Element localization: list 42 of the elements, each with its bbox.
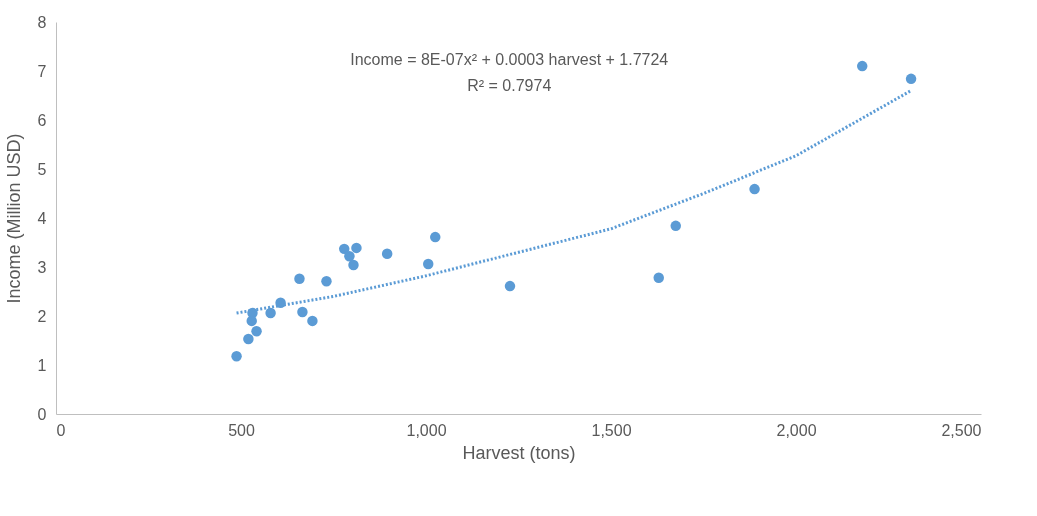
- point: [856, 60, 868, 72]
- x-tick-label: 1,000: [406, 421, 447, 439]
- x-tick-label: 500: [228, 421, 255, 439]
- point: [294, 273, 305, 284]
- point: [670, 220, 681, 232]
- point: [905, 73, 917, 85]
- y-axis-title: Income (Million USD): [3, 133, 24, 304]
- point: [422, 258, 434, 270]
- annotation: Income = 8E-07x² + 0.0003 harvest + 1.7724: [350, 51, 669, 68]
- point: [653, 272, 664, 284]
- y-tick-label: 5: [37, 160, 47, 178]
- y-tick-label: 0: [37, 405, 47, 423]
- x-axis-title: Harvest (tons): [462, 442, 576, 463]
- point: [338, 243, 350, 255]
- y-tick-label: 6: [37, 111, 47, 129]
- point: [265, 307, 276, 319]
- point: [749, 183, 760, 195]
- annotation: R² = 0.7974: [467, 77, 552, 94]
- point: [243, 333, 254, 345]
- y-tick-label: 1: [37, 356, 47, 374]
- y-tick-label: 3: [37, 258, 47, 276]
- point: [348, 259, 359, 271]
- point: [246, 315, 257, 327]
- point: [344, 250, 355, 262]
- point: [297, 306, 308, 318]
- point: [504, 280, 516, 292]
- x-tick-label: 2,000: [776, 421, 817, 439]
- x-tick-label: 2,500: [941, 421, 982, 439]
- y-tick-label: 7: [37, 62, 47, 80]
- x-tick-label: 1,500: [591, 421, 632, 439]
- line-series: [235, 89, 913, 315]
- point: [231, 350, 242, 362]
- y-tick-label: 4: [37, 209, 47, 227]
- point: [321, 275, 332, 287]
- x-tick-label: 0: [56, 421, 66, 439]
- point: [381, 248, 393, 259]
- y-tick-label: 2: [37, 307, 47, 325]
- point: [251, 325, 262, 337]
- y-tick-label: 8: [37, 13, 47, 31]
- point: [351, 242, 362, 254]
- point: [430, 231, 441, 243]
- point: [307, 315, 318, 327]
